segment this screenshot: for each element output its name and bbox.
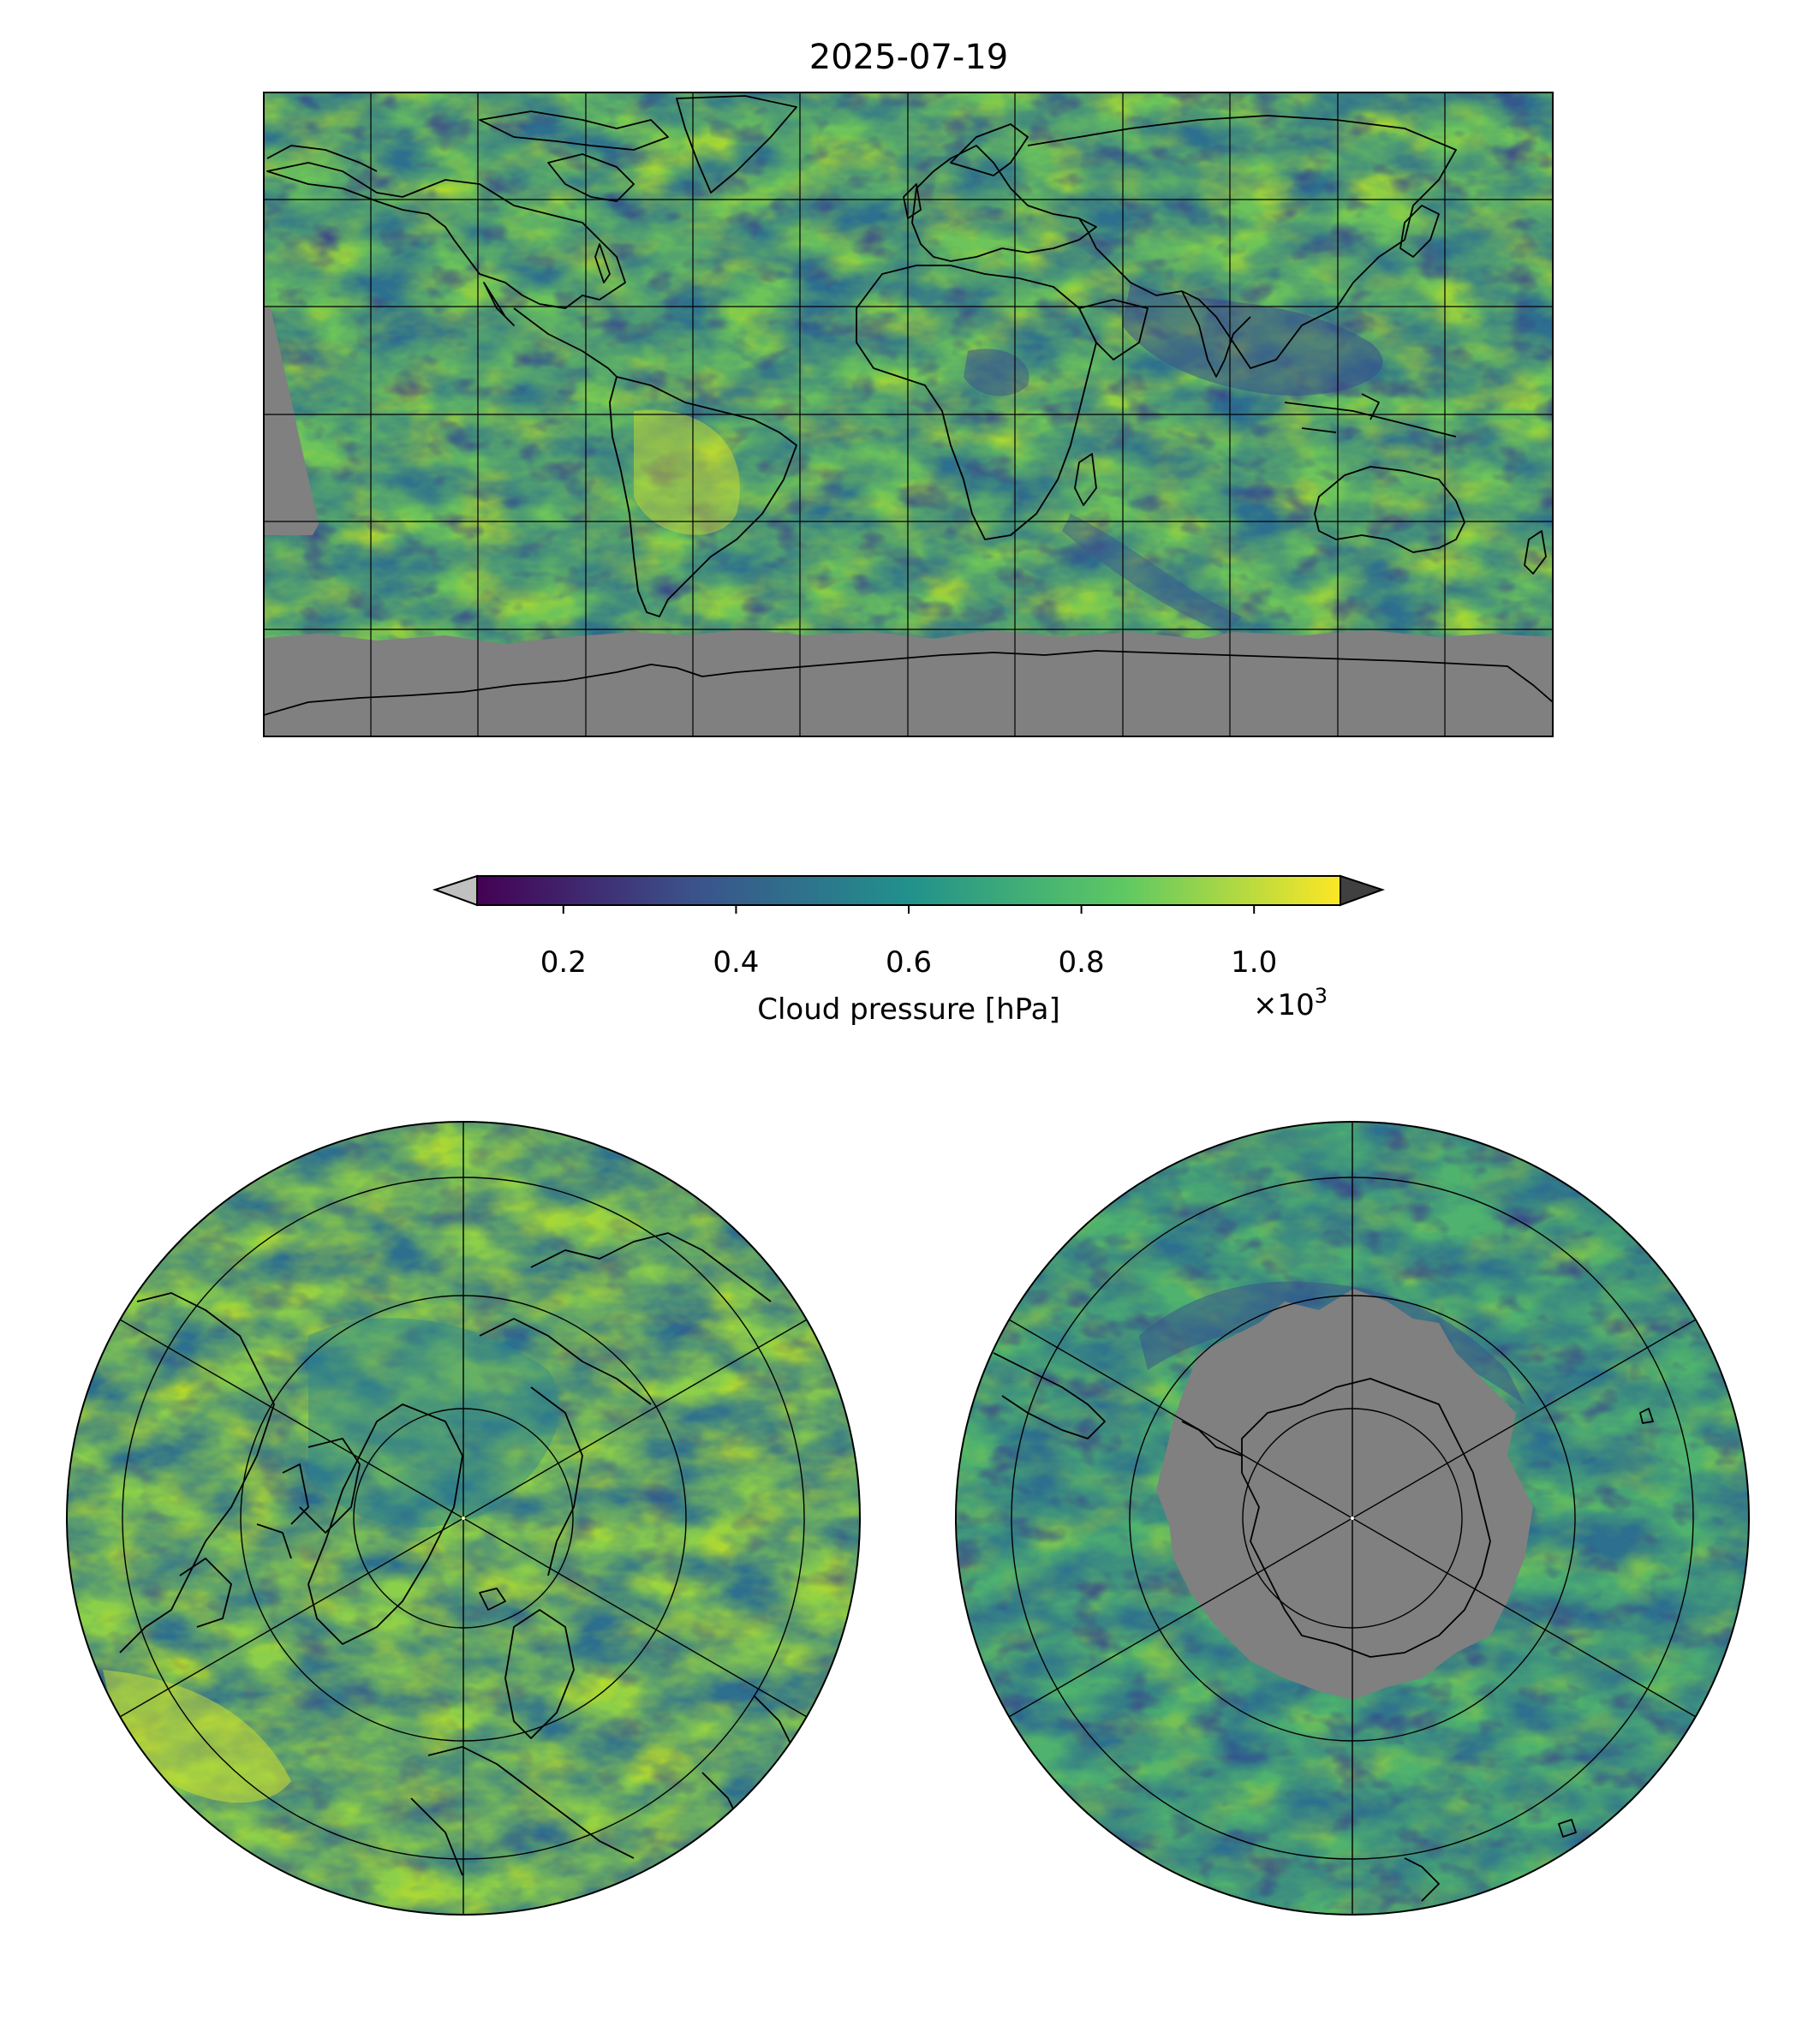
colorbar-offset-exponent: 3 xyxy=(1315,984,1328,1008)
colorbar: 0.2 0.4 0.6 0.8 1.0 Cloud pressure [hPa] ×10… xyxy=(432,874,1386,1027)
coast-arabia xyxy=(1078,299,1149,361)
south-coast-antarctic-peninsula xyxy=(1181,1421,1243,1457)
south-coast-falklands xyxy=(1639,1408,1654,1424)
colorbar-tick-label: 0.4 xyxy=(713,945,759,980)
coast-uk xyxy=(903,183,922,219)
south-coast-south-america xyxy=(993,1352,1106,1439)
south-coast-africa-tip xyxy=(1404,1857,1440,1902)
north-coast-scandinavia xyxy=(504,1609,575,1739)
coast-south-america xyxy=(609,376,797,617)
coast-scandinavia xyxy=(950,123,1029,176)
colorbar-gradient xyxy=(477,876,1340,905)
global-coastlines xyxy=(264,95,1553,716)
north-coast-siberia xyxy=(530,1386,583,1576)
north-polar-frame xyxy=(66,1121,861,1916)
global-map xyxy=(263,92,1554,737)
colorbar-tick-label: 1.0 xyxy=(1231,945,1277,980)
southern-storm-band xyxy=(1062,514,1242,634)
north-coast-eurasia xyxy=(479,1232,772,1405)
global-map-frame xyxy=(263,92,1554,737)
south-no-data xyxy=(1156,1289,1533,1700)
north-coast-greenland xyxy=(307,1403,463,1645)
north-coastlines xyxy=(119,1232,797,1876)
north-arctic-teal xyxy=(308,1318,559,1528)
colorbar-tick-label: 0.6 xyxy=(886,945,932,980)
north-pole-marker xyxy=(462,1517,465,1520)
coast-africa xyxy=(856,265,1097,540)
north-polar-map-data xyxy=(67,1122,860,1915)
south-coast-kerguelen xyxy=(1558,1819,1577,1838)
north-coast-iceland xyxy=(479,1588,506,1611)
colorbar-tick-label: 0.8 xyxy=(1059,945,1105,980)
north-coast-north-america xyxy=(119,1292,275,1654)
south-storm-ring xyxy=(1139,1281,1525,1404)
coast-india xyxy=(1181,290,1251,378)
south-pole-marker xyxy=(1351,1517,1354,1520)
coast-north-america xyxy=(266,162,626,309)
colorbar-offset-base: ×10 xyxy=(1253,988,1315,1022)
coast-florida xyxy=(594,243,611,283)
figure-title: 2025-07-19 xyxy=(809,38,1008,77)
global-map-data xyxy=(264,92,1553,736)
coast-alaska xyxy=(266,145,378,172)
colorbar-ticks: 0.2 0.4 0.6 0.8 1.0 xyxy=(540,905,1277,980)
coast-central-america xyxy=(513,307,618,378)
coast-asia xyxy=(1027,115,1457,369)
coast-baja xyxy=(483,282,515,326)
coast-madagascar xyxy=(1074,453,1097,506)
south-coastlines xyxy=(993,1352,1654,1902)
coast-australia xyxy=(1314,466,1465,553)
coast-indonesia xyxy=(1284,393,1457,438)
south-polar-map xyxy=(955,1121,1750,1916)
colorbar-label: Cloud pressure [hPa] xyxy=(757,992,1059,1027)
colorbar-extend-under xyxy=(432,874,478,907)
colorbar-offset-text: ×103 xyxy=(1253,984,1328,1022)
south-coast-antarctica xyxy=(1241,1378,1491,1658)
north-coast-canadian-archipelago xyxy=(256,1438,361,1559)
coast-antarctica xyxy=(264,650,1553,716)
colorbar-tick-label: 0.2 xyxy=(540,945,587,980)
coast-greenland xyxy=(676,95,797,194)
north-coast-europe xyxy=(410,1746,635,1876)
south-polar-map-data xyxy=(956,1122,1749,1915)
coast-hudson-bay xyxy=(547,153,635,202)
south-polar-frame xyxy=(955,1121,1750,1916)
coast-new-zealand xyxy=(1524,530,1547,575)
north-coast-hudson xyxy=(179,1558,232,1628)
africa-convection xyxy=(964,349,1029,396)
itcz-high-cloud-band xyxy=(1122,283,1383,396)
north-polar-map xyxy=(66,1121,861,1916)
no-data-swath xyxy=(264,308,319,535)
coast-arctic-islands xyxy=(479,110,669,151)
south-america-yellow xyxy=(634,409,740,535)
colorbar-extend-over xyxy=(1340,874,1386,907)
coast-europe xyxy=(911,145,1097,262)
coast-japan xyxy=(1399,205,1440,258)
